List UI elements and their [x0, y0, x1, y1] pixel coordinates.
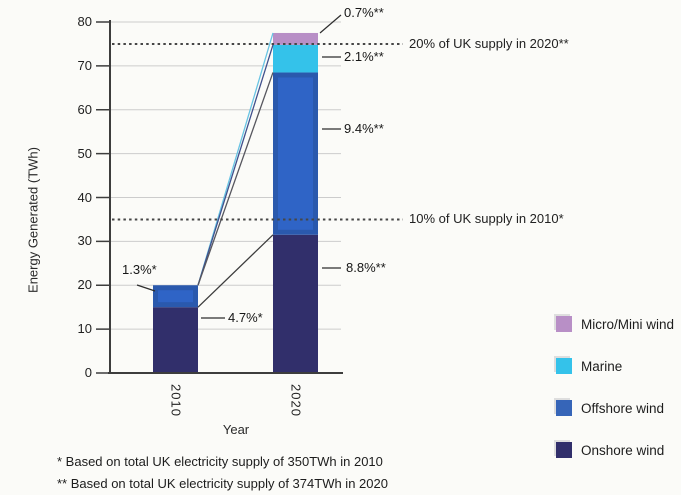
annotation-label: 0.7%**: [344, 5, 384, 20]
series-connector-line: [197, 234, 274, 308]
y-tick-label: 20: [77, 277, 92, 293]
legend-swatch-icon: [556, 400, 572, 416]
annotation-label: 8.8%**: [346, 260, 386, 275]
x-tick-label: 2020: [288, 384, 304, 417]
bar-segment-micro-mini-wind-2020: [273, 32, 318, 45]
legend-item: Offshore wind: [556, 400, 674, 416]
y-tick-label: 40: [77, 189, 92, 205]
footnotes: * Based on total UK electricity supply o…: [57, 454, 388, 495]
legend-label: Marine: [581, 358, 623, 374]
legend-swatch-icon: [556, 358, 572, 374]
annotation-label: 1.3%*: [122, 262, 157, 277]
reference-line-label: 10% of UK supply in 2010*: [409, 211, 564, 227]
y-tick-label: 30: [77, 233, 92, 249]
series-connector-line: [197, 44, 274, 286]
y-tick-label: 0: [84, 365, 92, 380]
annotation-label: 9.4%**: [344, 121, 384, 136]
y-tick-label: 50: [77, 145, 92, 161]
x-axis-title: Year: [222, 422, 250, 437]
bar-segment-marine-2020: [273, 44, 318, 73]
y-tick-label: 10: [77, 321, 92, 337]
legend-swatch-icon: [556, 442, 572, 458]
y-tick-label: 70: [77, 57, 92, 73]
footnote-1: * Based on total UK electricity supply o…: [57, 454, 383, 469]
reference-line-label: 20% of UK supply in 2020**: [409, 35, 569, 51]
annotation-leader-line: [319, 14, 342, 34]
legend-item: Marine: [556, 358, 674, 374]
bar-segment-inner-2020: [278, 77, 313, 230]
legend-label: Offshore wind: [581, 400, 665, 416]
legend-item: Onshore wind: [556, 442, 674, 458]
y-tick-label: 60: [77, 101, 92, 117]
bar-segment-onshore-wind-2010: [153, 307, 198, 373]
legend-label: Onshore wind: [581, 442, 665, 458]
annotation-leader-line: [136, 284, 156, 292]
bar-segment-onshore-wind-2020: [273, 234, 318, 373]
legend-item: Micro/Mini wind: [556, 316, 674, 332]
bar-segment-inner-2010: [158, 290, 193, 303]
annotation-label: 4.7%*: [228, 310, 263, 325]
legend: Micro/Mini wind Marine Offshore wind Onshor…: [556, 316, 674, 458]
y-tick-label: 80: [77, 14, 92, 29]
y-axis-title: Energy Generated (TWh): [25, 147, 41, 293]
x-tick-label: 2010: [168, 384, 184, 417]
series-connector-line: [197, 72, 274, 286]
annotation-label: 2.1%**: [344, 49, 384, 64]
legend-label: Micro/Mini wind: [581, 316, 675, 332]
footnote-2: ** Based on total UK electricity supply …: [57, 476, 388, 491]
legend-swatch-icon: [556, 316, 572, 332]
